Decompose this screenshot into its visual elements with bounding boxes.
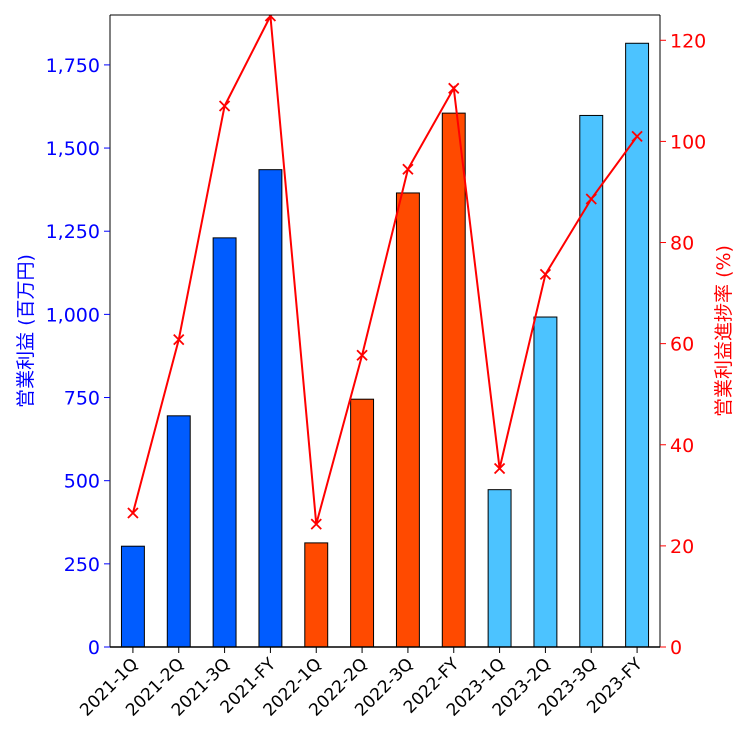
line-point-2022-2Q bbox=[356, 349, 368, 361]
bar-2021-2Q bbox=[166, 415, 191, 648]
right-tick-label: 80 bbox=[670, 233, 694, 255]
bar-2023-2Q bbox=[533, 316, 558, 648]
bar-2022-2Q bbox=[350, 398, 375, 648]
right-tick-label: 60 bbox=[670, 334, 694, 356]
progress-line-series bbox=[127, 15, 643, 530]
line-point-2022-1Q bbox=[310, 518, 322, 530]
line-point-2022-3Q bbox=[402, 163, 414, 175]
left-tick-label: 1,000 bbox=[46, 304, 100, 326]
right-axis-label: 営業利益進捗率 (%) bbox=[713, 245, 735, 417]
left-tick-label: 1,250 bbox=[46, 221, 100, 243]
right-tick-label: 120 bbox=[670, 30, 706, 52]
left-tick-label: 500 bbox=[64, 471, 100, 493]
line-point-2023-3Q bbox=[585, 193, 597, 205]
left-tick-label: 750 bbox=[64, 388, 100, 410]
left-tick-label: 1,750 bbox=[46, 55, 100, 77]
right-axis-ticks: 0 20 40 60 80 100 120 bbox=[660, 30, 706, 659]
line-point-2021-3Q bbox=[218, 100, 231, 112]
line-point-2021-FY bbox=[264, 15, 277, 22]
left-axis-label: 営業利益 (百万円) bbox=[15, 254, 37, 408]
bar-series bbox=[120, 42, 650, 648]
bar-2021-1Q bbox=[120, 545, 145, 648]
progress-line bbox=[131, 15, 638, 525]
bar-2022-3Q bbox=[395, 192, 420, 648]
right-tick-label: 40 bbox=[670, 435, 694, 457]
bar-2021-3Q bbox=[212, 237, 237, 648]
right-tick-label: 20 bbox=[670, 536, 694, 558]
line-point-2021-2Q bbox=[173, 333, 185, 346]
line-point-2021-1Q bbox=[127, 507, 139, 519]
bar-2023-FY bbox=[625, 42, 650, 648]
right-tick-label: 0 bbox=[670, 637, 682, 659]
bar-2021-FY bbox=[258, 169, 283, 648]
line-point-2022-FY bbox=[448, 82, 460, 94]
left-tick-label: 0 bbox=[88, 637, 100, 659]
bar-2022-FY bbox=[441, 112, 466, 648]
bar-2023-3Q bbox=[579, 114, 604, 648]
left-axis-ticks: 0 250 500 750 1,000 1,250 1,500 1,750 bbox=[46, 55, 110, 659]
left-tick-label: 1,500 bbox=[46, 138, 100, 160]
axes bbox=[109, 14, 661, 648]
line-point-2023-2Q bbox=[539, 268, 552, 281]
right-tick-label: 100 bbox=[670, 131, 706, 153]
line-point-2023-FY bbox=[631, 130, 643, 142]
x-axis-ticks: 2021-1Q2021-2Q2021-3Q2021-FY2022-1Q2022-… bbox=[76, 647, 647, 721]
bar-2023-1Q bbox=[487, 489, 512, 648]
left-tick-label: 250 bbox=[64, 554, 100, 576]
line-point-2023-1Q bbox=[493, 462, 506, 475]
bar-2022-1Q bbox=[304, 542, 329, 648]
